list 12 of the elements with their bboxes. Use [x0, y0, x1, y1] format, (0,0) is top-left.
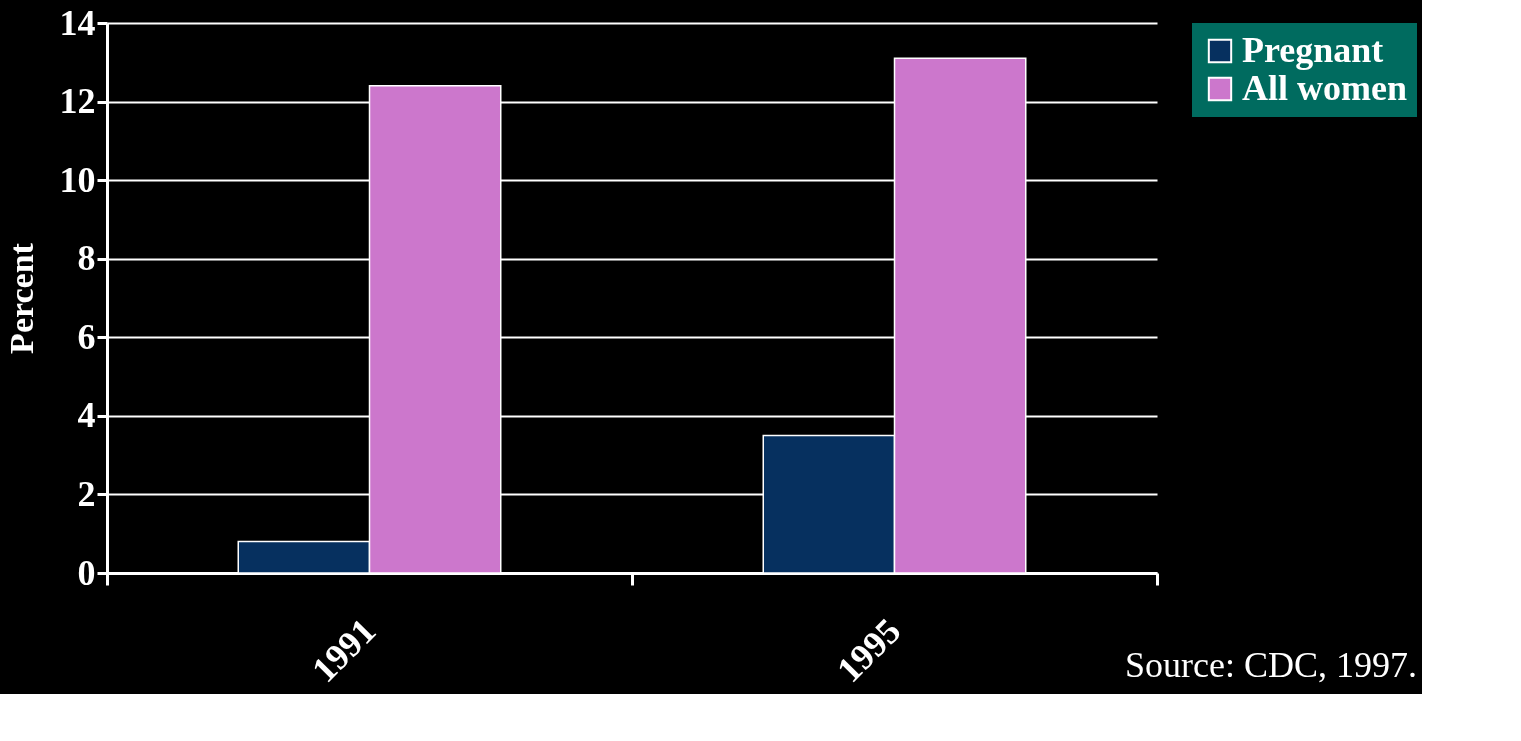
y-tick-label: 4: [77, 395, 96, 436]
y-axis-title: Percent: [2, 242, 40, 354]
y-tick-label: 14: [59, 2, 96, 43]
y-tick-label: 10: [59, 159, 96, 200]
legend-label: Pregnant: [1242, 30, 1384, 70]
y-tick-label: 0: [77, 552, 96, 593]
y-tick-label: 2: [77, 473, 96, 514]
y-tick-label: 12: [59, 81, 96, 122]
x-tick-label: 1991: [304, 610, 384, 690]
y-tick-label: 8: [77, 238, 96, 279]
source-note: Source: CDC, 1997.: [1125, 644, 1417, 685]
y-tick-label: 6: [77, 316, 96, 357]
